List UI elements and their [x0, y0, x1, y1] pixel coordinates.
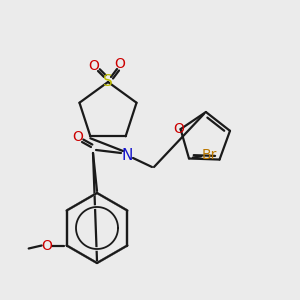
Text: O: O: [173, 122, 184, 136]
Text: Br: Br: [201, 148, 217, 163]
Text: O: O: [88, 59, 99, 73]
Text: O: O: [73, 130, 83, 144]
Text: O: O: [115, 57, 125, 71]
Text: N: N: [121, 148, 133, 163]
Text: S: S: [103, 74, 113, 89]
Text: O: O: [41, 238, 52, 253]
